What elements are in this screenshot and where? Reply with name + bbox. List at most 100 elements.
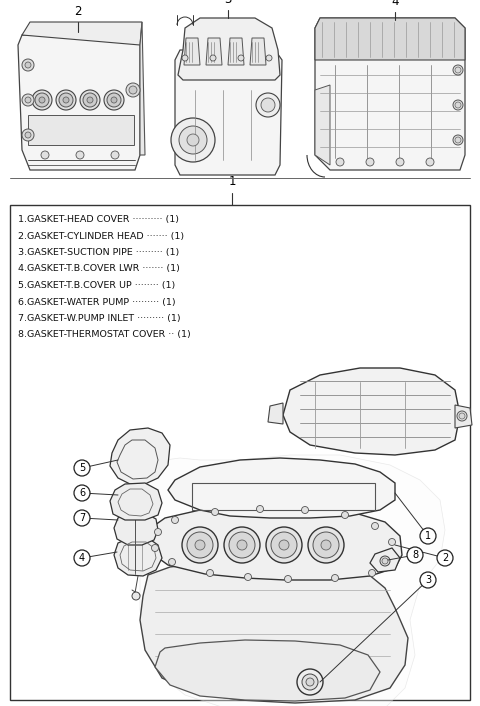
Circle shape (74, 460, 90, 476)
Polygon shape (114, 538, 162, 576)
Circle shape (366, 158, 374, 166)
Text: 3: 3 (425, 575, 431, 585)
Polygon shape (206, 38, 222, 65)
Circle shape (87, 97, 93, 103)
Circle shape (195, 540, 205, 550)
Circle shape (453, 135, 463, 145)
Circle shape (187, 134, 199, 146)
Circle shape (56, 90, 76, 110)
Text: 1.GASKET-HEAD COVER ·········· (1): 1.GASKET-HEAD COVER ·········· (1) (18, 215, 179, 224)
Circle shape (261, 98, 275, 112)
Text: 4: 4 (79, 553, 85, 563)
Circle shape (25, 62, 31, 68)
Text: 8: 8 (412, 550, 418, 560)
Polygon shape (145, 507, 402, 580)
Circle shape (22, 59, 34, 71)
Circle shape (271, 532, 297, 558)
Circle shape (25, 97, 31, 103)
Circle shape (83, 93, 97, 107)
Circle shape (306, 678, 314, 686)
Polygon shape (228, 38, 244, 65)
Text: 1: 1 (228, 175, 236, 188)
Circle shape (302, 674, 318, 690)
Polygon shape (114, 513, 158, 545)
Polygon shape (110, 428, 170, 484)
Circle shape (155, 529, 161, 535)
Circle shape (266, 527, 302, 563)
Polygon shape (110, 483, 162, 520)
Circle shape (22, 94, 34, 106)
Bar (10, 205, 470, 700)
Polygon shape (155, 640, 380, 701)
Circle shape (237, 540, 247, 550)
Circle shape (457, 411, 467, 421)
Text: 3.GASKET-SUCTION PIPE ········· (1): 3.GASKET-SUCTION PIPE ········· (1) (18, 248, 179, 257)
Circle shape (372, 522, 379, 530)
Circle shape (59, 93, 73, 107)
Text: 1: 1 (425, 531, 431, 541)
Circle shape (25, 132, 31, 138)
Text: 6: 6 (79, 488, 85, 498)
Text: 7.GASKET-W.PUMP INLET ········· (1): 7.GASKET-W.PUMP INLET ········· (1) (18, 314, 180, 323)
Text: 2: 2 (442, 553, 448, 563)
Circle shape (171, 517, 179, 524)
Circle shape (341, 512, 348, 518)
FancyBboxPatch shape (28, 115, 134, 145)
Polygon shape (268, 403, 283, 424)
Circle shape (32, 90, 52, 110)
Circle shape (104, 90, 124, 110)
Circle shape (285, 575, 291, 582)
Circle shape (426, 158, 434, 166)
Circle shape (332, 575, 338, 582)
Circle shape (35, 93, 49, 107)
Circle shape (182, 527, 218, 563)
Circle shape (301, 506, 309, 513)
Polygon shape (315, 85, 330, 165)
Circle shape (455, 102, 461, 108)
Circle shape (129, 86, 137, 94)
Circle shape (107, 93, 121, 107)
Circle shape (182, 55, 188, 61)
Text: 6.GASKET-WATER PUMP ········· (1): 6.GASKET-WATER PUMP ········· (1) (18, 297, 176, 306)
Text: 5.GASKET-T.B.COVER UP ········ (1): 5.GASKET-T.B.COVER UP ········ (1) (18, 281, 175, 290)
Text: 5: 5 (79, 463, 85, 473)
Circle shape (453, 65, 463, 75)
Circle shape (179, 126, 207, 154)
Circle shape (380, 556, 390, 566)
Polygon shape (175, 50, 282, 175)
Text: 3: 3 (224, 0, 232, 6)
Circle shape (396, 158, 404, 166)
Circle shape (382, 558, 388, 564)
Polygon shape (168, 458, 395, 518)
Circle shape (41, 151, 49, 159)
Circle shape (74, 485, 90, 501)
Circle shape (455, 137, 461, 143)
Circle shape (244, 573, 252, 580)
Circle shape (256, 93, 280, 117)
Polygon shape (315, 18, 465, 60)
Circle shape (132, 592, 140, 600)
Circle shape (126, 83, 140, 97)
Circle shape (420, 572, 436, 588)
Polygon shape (22, 22, 142, 45)
Polygon shape (184, 38, 200, 65)
Text: 4.GASKET-T.B.COVER LWR ······· (1): 4.GASKET-T.B.COVER LWR ······· (1) (18, 265, 180, 273)
Circle shape (238, 55, 244, 61)
Circle shape (206, 570, 214, 577)
Circle shape (76, 151, 84, 159)
Circle shape (22, 129, 34, 141)
Circle shape (266, 55, 272, 61)
Circle shape (459, 413, 465, 419)
Circle shape (111, 97, 117, 103)
Circle shape (388, 539, 396, 546)
Text: 4: 4 (391, 0, 399, 8)
Polygon shape (455, 405, 472, 428)
Polygon shape (178, 18, 280, 80)
Text: 7: 7 (79, 513, 85, 523)
Circle shape (171, 118, 215, 162)
Polygon shape (18, 35, 140, 170)
Text: 2: 2 (74, 5, 82, 18)
Text: 8.GASKET-THERMOSTAT COVER ·· (1): 8.GASKET-THERMOSTAT COVER ·· (1) (18, 330, 191, 340)
Circle shape (388, 558, 396, 566)
Polygon shape (250, 38, 266, 65)
